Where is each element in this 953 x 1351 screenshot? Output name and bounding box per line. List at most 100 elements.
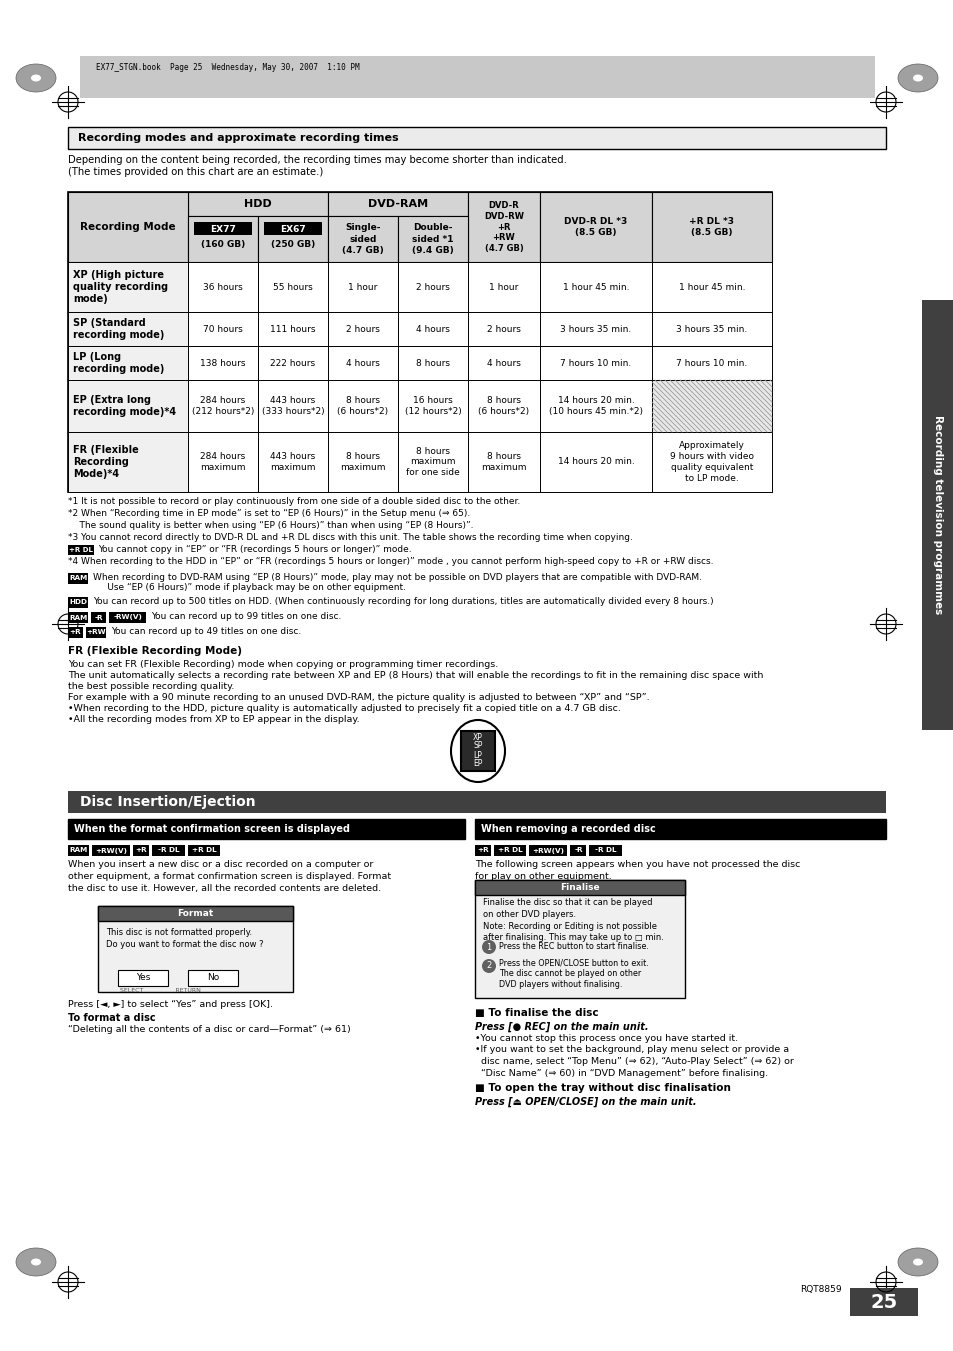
Text: DVD-RAM: DVD-RAM: [368, 199, 428, 209]
Bar: [188, 262, 257, 312]
Bar: [397, 346, 468, 380]
Bar: [264, 222, 322, 235]
Text: 8 hours
(6 hours*2): 8 hours (6 hours*2): [478, 396, 529, 416]
Text: Recording modes and approximate recording times: Recording modes and approximate recordin…: [78, 132, 398, 143]
Bar: [460, 731, 495, 771]
Text: •When recording to the HDD, picture quality is automatically adjusted to precise: •When recording to the HDD, picture qual…: [68, 704, 620, 713]
Ellipse shape: [912, 1259, 923, 1266]
Text: Approximately
9 hours with video
quality equivalent
to LP mode.: Approximately 9 hours with video quality…: [669, 442, 753, 482]
Text: 4 hours: 4 hours: [416, 324, 450, 334]
Text: This disc is not formatted properly.
Do you want to format the disc now ?: This disc is not formatted properly. Do …: [106, 928, 263, 948]
Text: You can record up to 500 titles on HDD. (When continuously recording for long du: You can record up to 500 titles on HDD. …: [93, 597, 714, 607]
Text: -R DL: -R DL: [595, 847, 616, 854]
Bar: [475, 844, 491, 857]
Text: +R DL: +R DL: [192, 847, 216, 854]
Bar: [328, 216, 397, 262]
Text: (250 GB): (250 GB): [271, 239, 314, 249]
Bar: [188, 346, 257, 380]
Text: +RW(V): +RW(V): [532, 847, 564, 854]
Text: DVD-R
DVD-RW
+R
+RW
(4.7 GB): DVD-R DVD-RW +R +RW (4.7 GB): [483, 201, 523, 253]
Bar: [68, 432, 188, 492]
Text: 3 hours 35 min.: 3 hours 35 min.: [676, 324, 747, 334]
Bar: [68, 127, 885, 149]
Bar: [68, 819, 464, 839]
Text: +R: +R: [476, 847, 488, 854]
Bar: [68, 380, 188, 432]
Text: -R: -R: [94, 615, 103, 620]
Text: XP (High picture
quality recording
mode): XP (High picture quality recording mode): [73, 270, 168, 304]
Text: EP (Extra long
recording mode)*4: EP (Extra long recording mode)*4: [73, 394, 176, 417]
Text: Press [● REC] on the main unit.: Press [● REC] on the main unit.: [475, 1021, 648, 1032]
Text: *1 It is not possible to record or play continuously from one side of a double s: *1 It is not possible to record or play …: [68, 497, 519, 507]
Text: 111 hours: 111 hours: [270, 324, 315, 334]
Bar: [397, 216, 468, 262]
Bar: [651, 192, 771, 262]
Bar: [193, 222, 252, 235]
Bar: [91, 612, 107, 623]
Text: Disc Insertion/Ejection: Disc Insertion/Ejection: [80, 794, 255, 809]
Text: (The times provided on this chart are an estimate.): (The times provided on this chart are an…: [68, 168, 323, 177]
Bar: [539, 312, 651, 346]
Bar: [539, 192, 651, 262]
Bar: [188, 216, 257, 262]
Text: 443 hours
maximum: 443 hours maximum: [270, 453, 315, 471]
Text: +R: +R: [70, 630, 81, 635]
Text: *2 When “Recording time in EP mode” is set to “EP (6 Hours)” in the Setup menu (: *2 When “Recording time in EP mode” is s…: [68, 509, 470, 517]
Text: The unit automatically selects a recording rate between XP and EP (8 Hours) that: The unit automatically selects a recordi…: [68, 671, 762, 680]
Text: -R DL: -R DL: [158, 847, 179, 854]
Ellipse shape: [897, 63, 937, 92]
Text: 70 hours: 70 hours: [203, 324, 243, 334]
Text: 4 hours: 4 hours: [346, 358, 379, 367]
Ellipse shape: [30, 1259, 41, 1266]
Text: DVD-R DL *3
(8.5 GB): DVD-R DL *3 (8.5 GB): [564, 218, 627, 236]
Text: 7 hours 10 min.: 7 hours 10 min.: [559, 358, 631, 367]
Text: SELECT                RETURN: SELECT RETURN: [120, 988, 201, 993]
Bar: [328, 312, 397, 346]
Text: ■ To open the tray without disc finalisation: ■ To open the tray without disc finalisa…: [475, 1084, 730, 1093]
Text: 284 hours
maximum: 284 hours maximum: [200, 453, 246, 471]
Bar: [539, 380, 651, 432]
Text: 16 hours
(12 hours*2): 16 hours (12 hours*2): [404, 396, 461, 416]
Ellipse shape: [16, 63, 56, 92]
Text: When you insert a new disc or a disc recorded on a computer or
other equipment, : When you insert a new disc or a disc rec…: [68, 861, 391, 893]
Bar: [68, 627, 83, 638]
Bar: [110, 612, 147, 623]
Text: Finalise: Finalise: [559, 884, 599, 892]
Text: ■ To finalise the disc: ■ To finalise the disc: [475, 1008, 598, 1019]
Bar: [68, 312, 188, 346]
Bar: [328, 432, 397, 492]
Text: HDD: HDD: [244, 199, 272, 209]
Text: •You cannot stop this process once you have started it.: •You cannot stop this process once you h…: [475, 1034, 738, 1043]
Bar: [651, 312, 771, 346]
Text: +R DL: +R DL: [497, 847, 522, 854]
Bar: [539, 262, 651, 312]
Text: +R DL: +R DL: [69, 547, 92, 553]
Bar: [68, 544, 94, 555]
Text: 55 hours: 55 hours: [273, 282, 313, 292]
Bar: [257, 346, 328, 380]
Text: 4 hours: 4 hours: [487, 358, 520, 367]
Bar: [570, 844, 586, 857]
Text: +RW: +RW: [87, 630, 106, 635]
Bar: [468, 192, 539, 262]
Text: Double-
sided *1
(9.4 GB): Double- sided *1 (9.4 GB): [412, 223, 454, 254]
Bar: [257, 432, 328, 492]
Text: You can set FR (Flexible Recording) mode when copying or programming timer recor: You can set FR (Flexible Recording) mode…: [68, 661, 497, 669]
Bar: [68, 573, 89, 584]
Text: +R DL *3
(8.5 GB): +R DL *3 (8.5 GB): [689, 218, 734, 236]
Text: -RW(V): -RW(V): [113, 615, 142, 620]
Text: You can record up to 49 titles on one disc.: You can record up to 49 titles on one di…: [112, 627, 301, 636]
Bar: [328, 262, 397, 312]
Text: Press the REC button to start finalise.: Press the REC button to start finalise.: [498, 942, 648, 951]
Bar: [118, 970, 168, 986]
Bar: [397, 262, 468, 312]
Bar: [68, 597, 89, 608]
Circle shape: [481, 940, 496, 954]
Bar: [475, 880, 684, 894]
Text: 1: 1: [486, 943, 491, 951]
Bar: [468, 380, 539, 432]
Bar: [468, 262, 539, 312]
Text: •All the recording modes from XP to EP appear in the display.: •All the recording modes from XP to EP a…: [68, 715, 359, 724]
Bar: [328, 192, 468, 216]
Text: EP: EP: [473, 759, 482, 769]
